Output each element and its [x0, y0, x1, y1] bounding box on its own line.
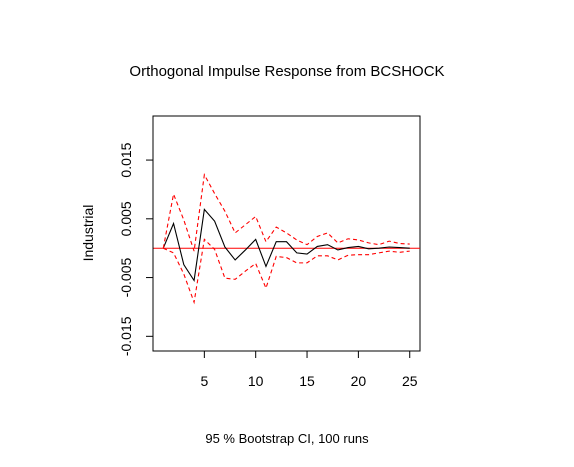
x-tick-label: 5: [200, 373, 208, 389]
y-axis: -0.015 -0.005 0.005 0.015: [118, 142, 154, 356]
chart-title: Orthogonal Impulse Response from BCSHOCK: [129, 63, 444, 80]
x-tick-label: 25: [402, 373, 418, 389]
series-layer: [162, 173, 410, 305]
y-tick-label: -0.015: [118, 316, 134, 356]
x-tick-label: 15: [299, 373, 315, 389]
x-axis: 5 10 15 20 25: [200, 350, 418, 389]
y-tick-label: -0.005: [118, 258, 134, 298]
y-tick-label: 0.005: [118, 201, 134, 236]
upper-bound-line: [162, 173, 410, 252]
y-tick-label: 0.015: [118, 142, 134, 177]
x-tick-label: 10: [248, 373, 264, 389]
x-axis-label: 95 % Bootstrap CI, 100 runs: [205, 431, 369, 446]
plot-area-frame: [152, 115, 421, 352]
x-tick-label: 20: [351, 373, 367, 389]
y-axis-label: Industrial: [80, 205, 96, 262]
lower-bound-line: [163, 238, 410, 305]
impulse-response-line: [162, 208, 410, 283]
